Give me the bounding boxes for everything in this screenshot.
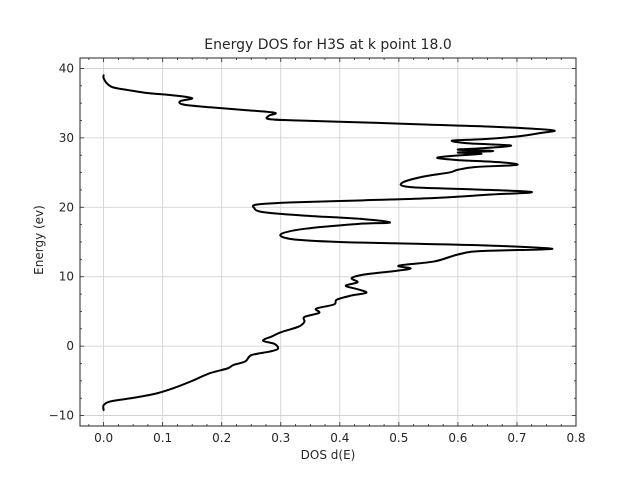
x-tick-label: 0.2	[212, 431, 231, 445]
y-tick-label: 40	[59, 61, 74, 75]
x-tick-label: 0.7	[507, 431, 526, 445]
series-layer	[102, 74, 556, 412]
x-axis-label: DOS d(E)	[301, 448, 356, 462]
y-tick-label: 10	[59, 270, 74, 284]
x-tick-label: 0.6	[448, 431, 467, 445]
dos-series-line	[102, 74, 556, 412]
x-tick-label: 0.1	[153, 431, 172, 445]
y-tick-label: −10	[49, 409, 74, 423]
y-tick-label: 0	[66, 339, 74, 353]
x-tick-label: 0.3	[271, 431, 290, 445]
x-tick-label: 0.5	[389, 431, 408, 445]
y-tick-label: 30	[59, 131, 74, 145]
x-axis-ticks: 0.0 0.1 0.2 0.3 0.4 0.5 0.6 0.7 0.8	[88, 58, 586, 445]
x-tick-label: 0.8	[566, 431, 585, 445]
y-axis-ticks: −10 0 10 20 30 40	[49, 61, 576, 423]
y-axis-label: Energy (ev)	[32, 205, 46, 275]
chart-title: Energy DOS for H3S at k point 18.0	[204, 37, 451, 53]
x-tick-label: 0.0	[94, 431, 113, 445]
x-tick-label: 0.4	[330, 431, 349, 445]
y-tick-label: 20	[59, 200, 74, 214]
